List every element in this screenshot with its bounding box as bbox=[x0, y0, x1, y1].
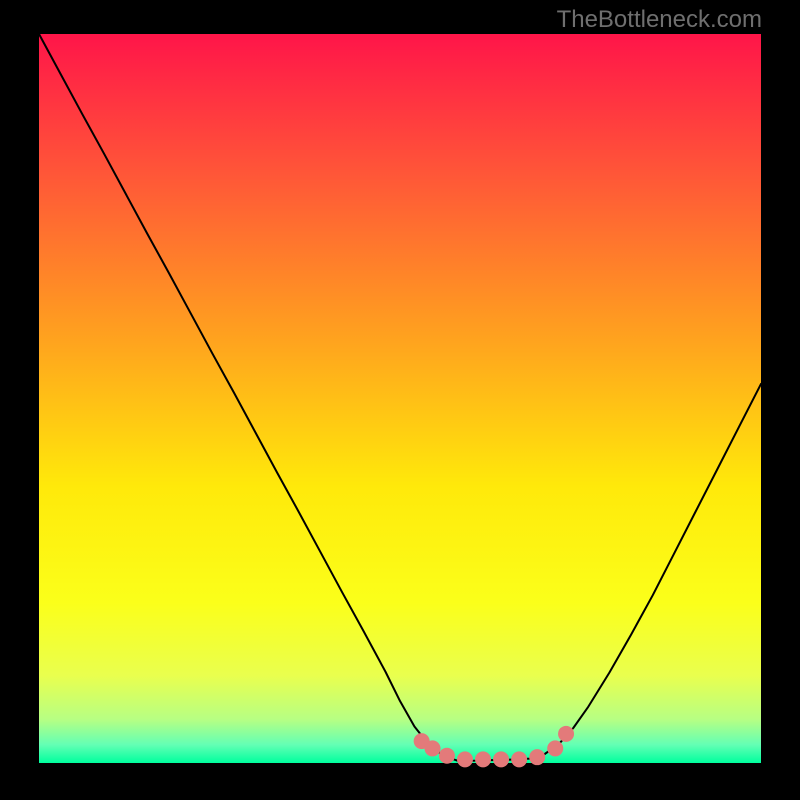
bottleneck-curve bbox=[39, 34, 761, 761]
curve-marker bbox=[558, 726, 574, 742]
watermark-text: TheBottleneck.com bbox=[557, 6, 762, 34]
curve-marker bbox=[547, 740, 563, 756]
curve-marker bbox=[457, 751, 473, 767]
curve-marker bbox=[475, 751, 491, 767]
plot-area bbox=[39, 34, 761, 763]
stage: TheBottleneck.com bbox=[0, 0, 800, 800]
marker-group bbox=[414, 726, 574, 768]
curve-marker bbox=[529, 749, 545, 765]
curve-marker bbox=[493, 751, 509, 767]
curve-marker bbox=[439, 748, 455, 764]
curve-marker bbox=[511, 751, 527, 767]
chart-svg bbox=[39, 34, 761, 763]
curve-marker bbox=[424, 740, 440, 756]
